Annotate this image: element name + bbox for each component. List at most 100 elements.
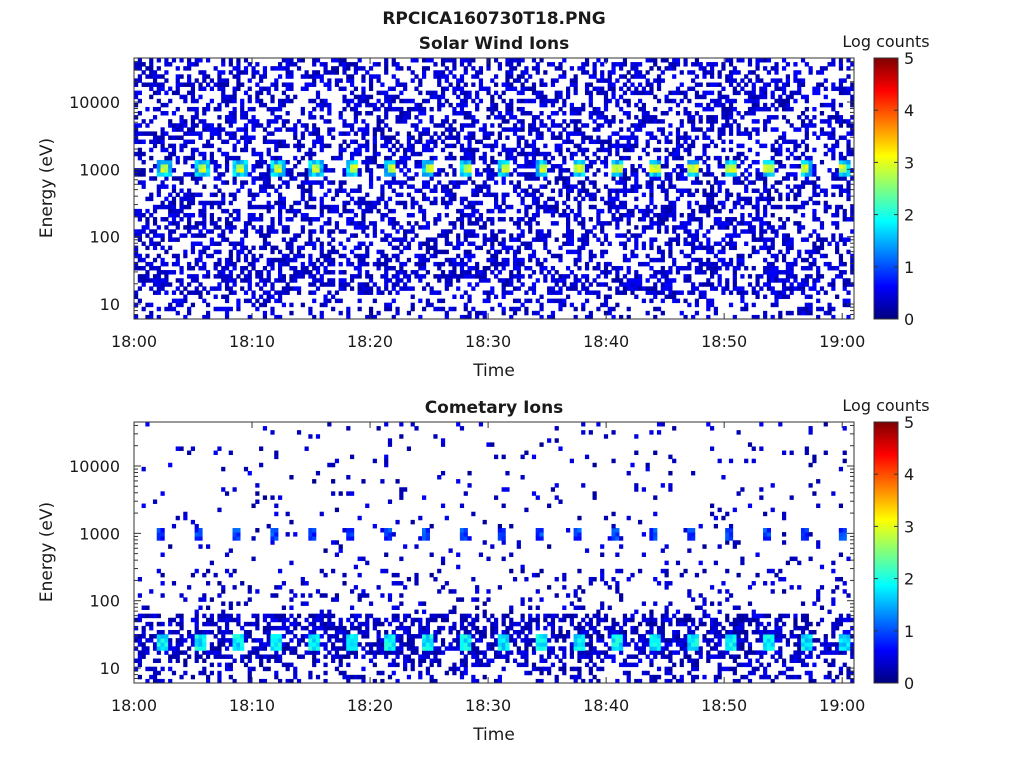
heatmap-cell bbox=[198, 253, 203, 259]
heatmap-cell bbox=[793, 204, 798, 210]
heatmap-cell bbox=[751, 159, 756, 165]
heatmap-cell bbox=[543, 159, 548, 165]
heatmap-cell bbox=[819, 237, 825, 242]
heatmap-cell bbox=[429, 119, 434, 124]
heatmap-cell bbox=[444, 241, 449, 246]
heatmap-cell bbox=[615, 143, 620, 149]
heatmap-cell bbox=[505, 147, 510, 153]
heatmap-cell bbox=[494, 139, 499, 145]
heatmap-cell bbox=[463, 147, 468, 153]
heatmap-cell bbox=[433, 196, 438, 202]
heatmap-cell bbox=[698, 245, 703, 251]
heatmap-cell bbox=[403, 180, 408, 185]
heatmap-cell bbox=[584, 90, 590, 96]
heatmap-cell bbox=[615, 98, 620, 104]
heatmap-cell bbox=[278, 139, 283, 145]
heatmap-cell bbox=[315, 139, 321, 145]
heatmap-cell bbox=[562, 98, 567, 104]
heatmap-cell bbox=[626, 188, 631, 193]
heatmap-cell bbox=[592, 159, 597, 165]
heatmap-cell bbox=[365, 192, 370, 198]
heatmap-cell bbox=[619, 164, 624, 169]
heatmap-cell bbox=[160, 74, 165, 79]
heatmap-cell bbox=[721, 164, 726, 169]
heatmap-cell bbox=[331, 257, 336, 263]
heatmap-cell bbox=[338, 115, 343, 120]
heatmap-cell bbox=[187, 274, 192, 279]
heatmap-cell bbox=[751, 90, 756, 96]
heatmap-cell bbox=[516, 98, 521, 104]
heatmap-cell bbox=[274, 159, 279, 165]
heatmap-cell bbox=[641, 168, 646, 173]
heatmap-cell bbox=[751, 82, 756, 87]
heatmap-cell bbox=[429, 147, 434, 153]
heatmap-cell bbox=[202, 200, 207, 206]
heatmap-cell bbox=[429, 164, 434, 169]
heatmap-cell bbox=[327, 188, 332, 193]
heatmap-cell bbox=[751, 180, 756, 185]
heatmap-cell bbox=[774, 127, 779, 132]
heatmap-cell bbox=[331, 278, 336, 283]
heatmap-cell bbox=[528, 192, 533, 198]
heatmap-cell bbox=[380, 143, 385, 149]
heatmap-cell bbox=[763, 237, 768, 242]
heatmap-cell bbox=[156, 159, 161, 165]
heatmap-cell bbox=[713, 204, 718, 210]
heatmap-cell bbox=[713, 265, 718, 271]
heatmap-cell bbox=[194, 147, 199, 153]
heatmap-cell bbox=[270, 257, 275, 263]
heatmap-cell bbox=[278, 249, 283, 255]
heatmap-cell bbox=[543, 151, 548, 157]
heatmap-cell bbox=[228, 221, 233, 226]
heatmap-cell bbox=[202, 245, 207, 251]
heatmap-cell bbox=[827, 123, 832, 128]
heatmap-cell bbox=[471, 123, 476, 128]
heatmap-cell bbox=[444, 200, 449, 206]
heatmap-cell bbox=[459, 111, 465, 116]
heatmap-cell bbox=[531, 127, 537, 132]
heatmap-cell bbox=[475, 147, 480, 153]
heatmap-cell bbox=[600, 143, 605, 149]
heatmap-cell bbox=[236, 212, 241, 218]
heatmap-cell bbox=[501, 127, 506, 132]
heatmap-cell bbox=[247, 221, 252, 226]
heatmap-cell bbox=[736, 131, 741, 136]
heatmap-cell bbox=[831, 184, 836, 189]
heatmap-cell bbox=[266, 180, 271, 185]
heatmap-cell bbox=[588, 257, 593, 263]
heatmap-cell bbox=[619, 176, 624, 181]
heatmap-cell bbox=[171, 306, 177, 312]
heatmap-cell bbox=[338, 229, 343, 234]
heatmap-cell bbox=[619, 86, 624, 92]
heatmap-cell bbox=[171, 204, 177, 210]
heatmap-cell bbox=[615, 274, 620, 279]
heatmap-cell bbox=[387, 290, 393, 295]
heatmap-cell bbox=[516, 265, 521, 271]
heatmap-cell bbox=[202, 204, 207, 210]
heatmap-cell bbox=[596, 217, 601, 222]
heatmap-cell bbox=[751, 94, 756, 100]
heatmap-cell bbox=[581, 188, 586, 193]
heatmap-cell bbox=[137, 229, 142, 234]
heatmap-cell bbox=[740, 253, 745, 259]
heatmap-cell bbox=[262, 184, 268, 189]
heatmap-cell bbox=[641, 111, 646, 116]
heatmap-cell bbox=[528, 204, 533, 210]
heatmap-cell bbox=[486, 184, 491, 189]
heatmap-cell bbox=[134, 233, 139, 238]
heatmap-cell bbox=[425, 159, 430, 165]
heatmap-cell bbox=[698, 282, 703, 287]
heatmap-cell bbox=[357, 265, 362, 271]
heatmap-cell bbox=[452, 221, 457, 226]
heatmap-cell bbox=[766, 237, 772, 242]
heatmap-cell bbox=[467, 257, 472, 263]
heatmap-cell bbox=[804, 94, 809, 100]
heatmap-cell bbox=[600, 90, 605, 96]
heatmap-cell bbox=[387, 135, 393, 140]
heatmap-cell bbox=[251, 294, 256, 300]
heatmap-cell bbox=[448, 221, 453, 226]
heatmap-cell bbox=[323, 82, 328, 87]
heatmap-cell bbox=[232, 261, 237, 267]
heatmap-cell bbox=[433, 94, 438, 100]
heatmap-cell bbox=[812, 90, 817, 96]
